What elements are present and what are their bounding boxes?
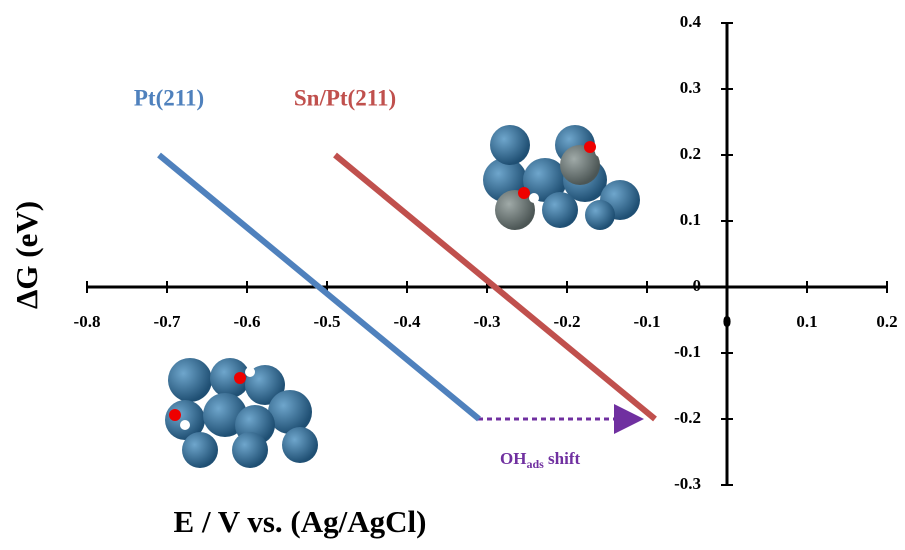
y-tick-label: 0 (693, 276, 702, 295)
x-tick-label: -0.1 (634, 312, 661, 331)
y-tick-label: 0.1 (680, 210, 701, 229)
series-label: Sn/Pt(211) (294, 85, 396, 110)
annotation: OHads shift (500, 449, 581, 471)
y-tick-label: 0.4 (680, 12, 702, 31)
x-tick-label: 0.2 (876, 312, 897, 331)
x-tick-label: 0.1 (796, 312, 817, 331)
y-tick-label: 0.2 (680, 144, 701, 163)
surface-image-snpt (483, 125, 640, 230)
x-tick-label: 0 (723, 312, 732, 331)
x-axis-label: E / V vs. (Ag/AgCl) (174, 504, 427, 539)
annotation-sub: ads (526, 457, 544, 471)
annotation-main: OH (500, 449, 526, 468)
y-tick-label: -0.3 (674, 474, 701, 493)
y-tick-label: 0.3 (680, 78, 701, 97)
x-tick-label: -0.8 (74, 312, 101, 331)
surface-image-pt (165, 355, 320, 468)
x-tick-label: -0.7 (154, 312, 181, 331)
x-tick-label: -0.3 (474, 312, 501, 331)
y-axis-label: ΔG (eV) (9, 201, 44, 309)
x-tick-label: -0.2 (554, 312, 581, 331)
y-tick-label: -0.1 (674, 342, 701, 361)
x-tick-label: -0.6 (234, 312, 261, 331)
x-tick-label: -0.4 (394, 312, 421, 331)
chart: OHads shift E / V vs. (Ag/AgCl) ΔG (eV) … (0, 0, 905, 550)
annotation-rest: shift (544, 449, 581, 468)
y-tick-label: -0.2 (674, 408, 701, 427)
series-label: Pt(211) (134, 85, 204, 110)
x-tick-label: -0.5 (314, 312, 341, 331)
